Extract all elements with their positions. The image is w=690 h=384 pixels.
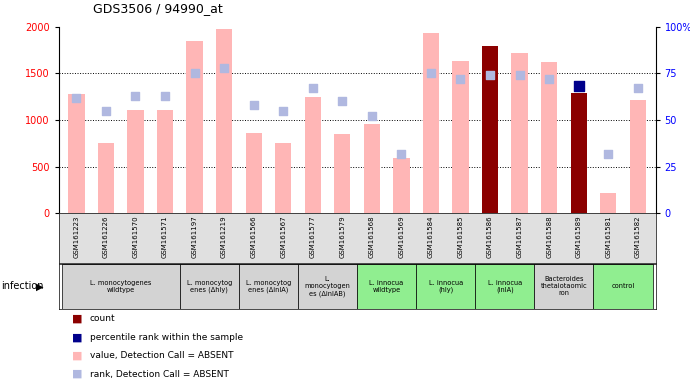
Text: GSM161223: GSM161223	[73, 216, 79, 258]
Point	[159, 93, 170, 99]
Bar	[61, 264, 180, 309]
Text: GSM161566: GSM161566	[250, 216, 257, 258]
Text: infection: infection	[1, 281, 43, 291]
Text: ▶: ▶	[37, 281, 43, 291]
Bar	[334, 134, 351, 213]
Point	[189, 70, 200, 76]
Text: L. innocua
(hly): L. innocua (hly)	[428, 280, 463, 293]
Bar	[68, 94, 84, 213]
Text: GSM161585: GSM161585	[457, 216, 464, 258]
Bar	[275, 143, 291, 213]
Point	[573, 83, 584, 89]
Text: count: count	[90, 314, 115, 323]
Point	[71, 94, 82, 101]
Bar	[416, 264, 475, 309]
Text: L. innocua
wildtype: L. innocua wildtype	[370, 280, 404, 293]
Point	[337, 98, 348, 104]
Text: ■: ■	[72, 332, 83, 342]
Point	[455, 76, 466, 82]
Bar	[298, 264, 357, 309]
Text: ■: ■	[72, 369, 83, 379]
Point	[101, 108, 112, 114]
Point	[366, 113, 377, 119]
Bar	[216, 29, 233, 213]
Point	[514, 72, 525, 78]
Bar	[239, 264, 298, 309]
Point	[396, 151, 407, 157]
Point	[277, 108, 288, 114]
Point	[602, 151, 613, 157]
Text: L. monocytogenes
wildtype: L. monocytogenes wildtype	[90, 280, 151, 293]
Bar	[475, 264, 534, 309]
Text: GDS3506 / 94990_at: GDS3506 / 94990_at	[93, 2, 223, 15]
Text: L. innocua
(inlA): L. innocua (inlA)	[488, 280, 522, 293]
Text: Bacteroides
thetaiotaomic
ron: Bacteroides thetaiotaomic ron	[540, 276, 587, 296]
Bar	[482, 46, 498, 213]
Text: GSM161569: GSM161569	[398, 216, 404, 258]
Bar	[453, 61, 469, 213]
Bar	[304, 97, 321, 213]
Text: GSM161584: GSM161584	[428, 216, 434, 258]
Bar	[630, 101, 646, 213]
Bar	[180, 264, 239, 309]
Bar	[246, 133, 262, 213]
Bar	[98, 143, 114, 213]
Bar	[541, 62, 558, 213]
Text: L. monocytog
enes (Δhly): L. monocytog enes (Δhly)	[187, 280, 232, 293]
Point	[130, 93, 141, 99]
Bar	[423, 33, 439, 213]
Point	[307, 85, 318, 91]
Text: GSM161577: GSM161577	[310, 216, 316, 258]
Text: GSM161588: GSM161588	[546, 216, 552, 258]
Text: GSM161587: GSM161587	[517, 216, 522, 258]
Text: value, Detection Call = ABSENT: value, Detection Call = ABSENT	[90, 351, 233, 360]
Point	[484, 72, 495, 78]
Text: GSM161567: GSM161567	[280, 216, 286, 258]
Bar	[157, 110, 173, 213]
Text: L. monocytog
enes (ΔinlA): L. monocytog enes (ΔinlA)	[246, 280, 291, 293]
Text: GSM161568: GSM161568	[369, 216, 375, 258]
Text: GSM161219: GSM161219	[221, 216, 227, 258]
Bar	[593, 264, 653, 309]
Text: control: control	[611, 283, 635, 290]
Bar	[511, 53, 528, 213]
Bar	[357, 264, 416, 309]
Text: GSM161586: GSM161586	[487, 216, 493, 258]
Text: GSM161197: GSM161197	[192, 216, 197, 258]
Text: rank, Detection Call = ABSENT: rank, Detection Call = ABSENT	[90, 369, 228, 379]
Text: GSM161581: GSM161581	[605, 216, 611, 258]
Text: percentile rank within the sample: percentile rank within the sample	[90, 333, 243, 342]
Bar	[186, 41, 203, 213]
Bar	[571, 93, 586, 213]
Text: ■: ■	[72, 314, 83, 324]
Text: GSM161579: GSM161579	[339, 216, 345, 258]
Bar	[128, 110, 144, 213]
Text: L.
monocytogen
es (ΔinlAB): L. monocytogen es (ΔinlAB)	[304, 276, 351, 297]
Bar	[364, 124, 380, 213]
Text: ■: ■	[72, 351, 83, 361]
Text: GSM161226: GSM161226	[103, 216, 109, 258]
Text: GSM161570: GSM161570	[132, 216, 139, 258]
Point	[544, 76, 555, 82]
Text: GSM161589: GSM161589	[575, 216, 582, 258]
Point	[219, 65, 230, 71]
Text: GSM161582: GSM161582	[635, 216, 641, 258]
Point	[632, 85, 643, 91]
Point	[248, 102, 259, 108]
Bar	[600, 193, 616, 213]
Point	[426, 70, 437, 76]
Bar	[534, 264, 593, 309]
Text: GSM161571: GSM161571	[162, 216, 168, 258]
Bar	[393, 158, 410, 213]
